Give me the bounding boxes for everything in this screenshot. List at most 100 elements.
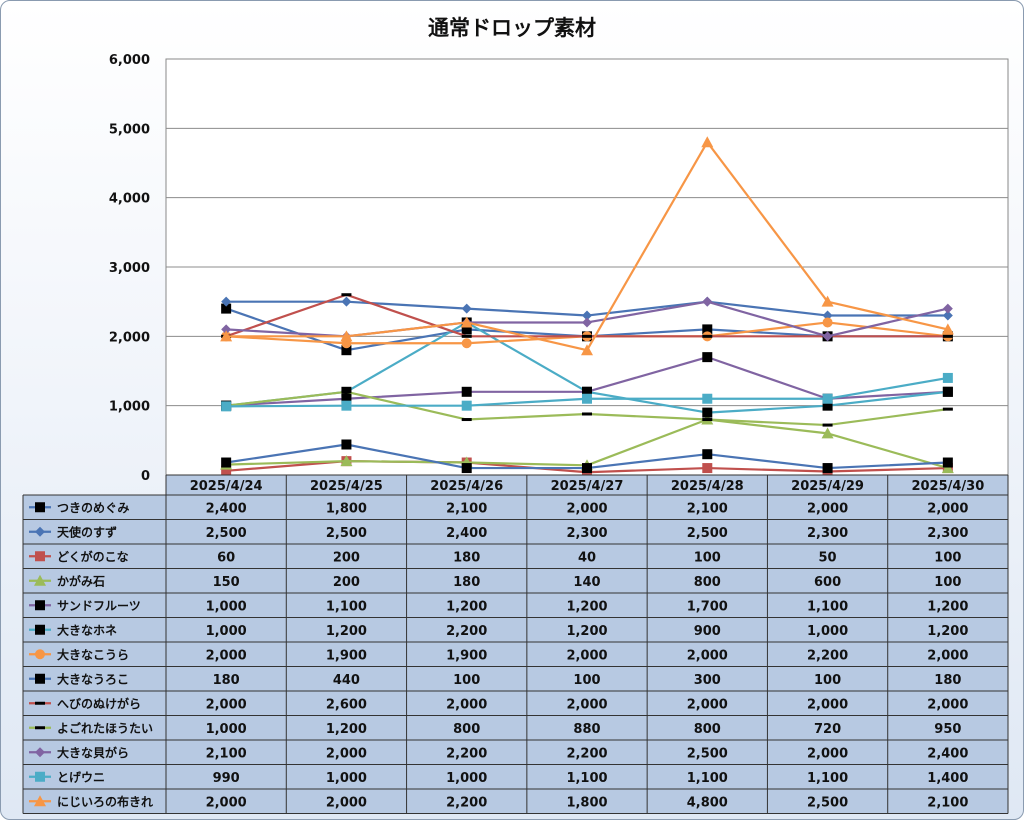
chart-title: 通常ドロップ素材 [428, 16, 596, 40]
y-tick-label: 2,000 [109, 330, 150, 345]
data-point [701, 136, 714, 148]
table-cell-value: 1,900 [326, 648, 367, 663]
x-category-label: 2025/4/27 [551, 479, 624, 494]
data-table: 2025/4/24 2025/4/25 2025/4/26 2025/4/27 2025… [22, 474, 1009, 814]
table-cell-value: 800 [694, 575, 721, 590]
table-cell-value: 2,000 [326, 795, 367, 810]
legend-key-marker [35, 701, 45, 705]
table-cell-value: 100 [453, 673, 480, 688]
table-cell-value: 1,200 [927, 599, 968, 614]
table-cell-value: 2,600 [326, 697, 367, 712]
data-point [341, 293, 352, 297]
table-cell-value: 180 [453, 550, 480, 565]
data-point [221, 465, 232, 476]
legend-key-marker [35, 600, 45, 611]
table-cell-value: 1,200 [446, 599, 487, 614]
table-cell-value: 2,200 [807, 648, 848, 663]
data-point [461, 324, 472, 335]
table-cell-value: 2,000 [206, 795, 247, 810]
table-cell-value: 2,500 [687, 526, 728, 541]
legend-entry: 大きな貝がら [57, 745, 129, 760]
table-cell-value: 800 [694, 722, 721, 737]
legend-key-marker [34, 574, 46, 586]
data-point [582, 317, 592, 328]
table-cell-value: 200 [333, 550, 360, 565]
data-point [822, 331, 833, 342]
x-category-label: 2025/4/29 [791, 479, 864, 494]
table-cell-value: 800 [453, 722, 480, 737]
table-cell-value: 100 [934, 575, 961, 590]
table-cell-value: 1,000 [206, 722, 247, 737]
table-cell-value: 2,300 [566, 526, 607, 541]
data-point [822, 310, 833, 321]
table-cell-value: 880 [573, 722, 600, 737]
table-cell-value: 2,400 [927, 746, 968, 761]
data-point [942, 303, 953, 314]
table-cell-value: 4,800 [687, 795, 728, 810]
data-point [942, 310, 953, 321]
legend-key-marker [34, 795, 46, 807]
table-cell-value: 1,000 [206, 624, 247, 639]
table-cell-value: 1,100 [807, 599, 848, 614]
table-cell-value: 1,200 [566, 599, 607, 614]
legend-entry: 大きなホネ [57, 622, 117, 637]
legend-entry: にじいろの布きれ [57, 794, 153, 809]
table-cell-value: 180 [453, 575, 480, 590]
legend-key-marker [35, 673, 45, 684]
table-cell-value: 50 [819, 550, 837, 565]
table-cell-value: 2,500 [326, 526, 367, 541]
data-point [702, 324, 713, 335]
table-body [23, 495, 1008, 814]
data-point [582, 310, 592, 321]
table-cell-value: 2,000 [807, 697, 848, 712]
table-cell-value: 2,100 [687, 501, 728, 516]
data-point [822, 423, 833, 427]
legend-entry: サンドフルーツ [57, 599, 141, 613]
table-cell-value: 200 [333, 575, 360, 590]
data-point [702, 407, 713, 418]
data-point [942, 407, 953, 411]
x-category-label: 2025/4/24 [190, 479, 263, 494]
legend-entry: とげウニ [57, 769, 105, 784]
table-cell-value: 1,200 [566, 624, 607, 639]
data-point [340, 330, 353, 342]
data-point [341, 400, 352, 411]
table-cell-value: 1,000 [807, 624, 848, 639]
data-point [461, 463, 472, 474]
table-cell-value: 440 [333, 673, 360, 688]
data-point [822, 393, 833, 404]
legend-entry: つきのめぐみ [57, 501, 129, 515]
data-point [942, 457, 953, 468]
data-point [341, 393, 352, 404]
data-point [221, 296, 232, 307]
legend-key-marker [35, 747, 45, 758]
data-point [582, 412, 592, 416]
table-cell-value: 140 [573, 575, 600, 590]
series-lines [220, 136, 954, 478]
data-point [341, 345, 352, 356]
data-point [702, 352, 713, 363]
legend-key-marker [35, 551, 45, 562]
series-12 [220, 136, 954, 356]
data-point [582, 393, 592, 404]
y-axis-ticks: 0 1,000 2,000 3,000 4,000 5,000 6,000 [109, 53, 150, 484]
data-point [702, 449, 713, 460]
series-7 [221, 439, 953, 474]
table-cell-value: 2,200 [446, 624, 487, 639]
table-cell-value: 2,200 [566, 746, 607, 761]
table-cell-value: 1,200 [326, 722, 367, 737]
table-cell-value: 1,000 [446, 771, 487, 786]
data-point [822, 463, 833, 474]
table-cell-value: 2,000 [687, 697, 728, 712]
table-cell-value: 2,500 [206, 526, 247, 541]
data-point [942, 334, 953, 338]
x-category-label: 2025/4/28 [671, 479, 744, 494]
y-tick-label: 1,000 [109, 400, 150, 415]
y-tick-label: 0 [141, 469, 150, 484]
data-point [821, 295, 834, 307]
table-cell-value: 2,000 [446, 697, 487, 712]
table-cell-value: 1,100 [566, 771, 607, 786]
table-cell-value: 150 [213, 575, 240, 590]
table-cell-value: 2,200 [446, 746, 487, 761]
